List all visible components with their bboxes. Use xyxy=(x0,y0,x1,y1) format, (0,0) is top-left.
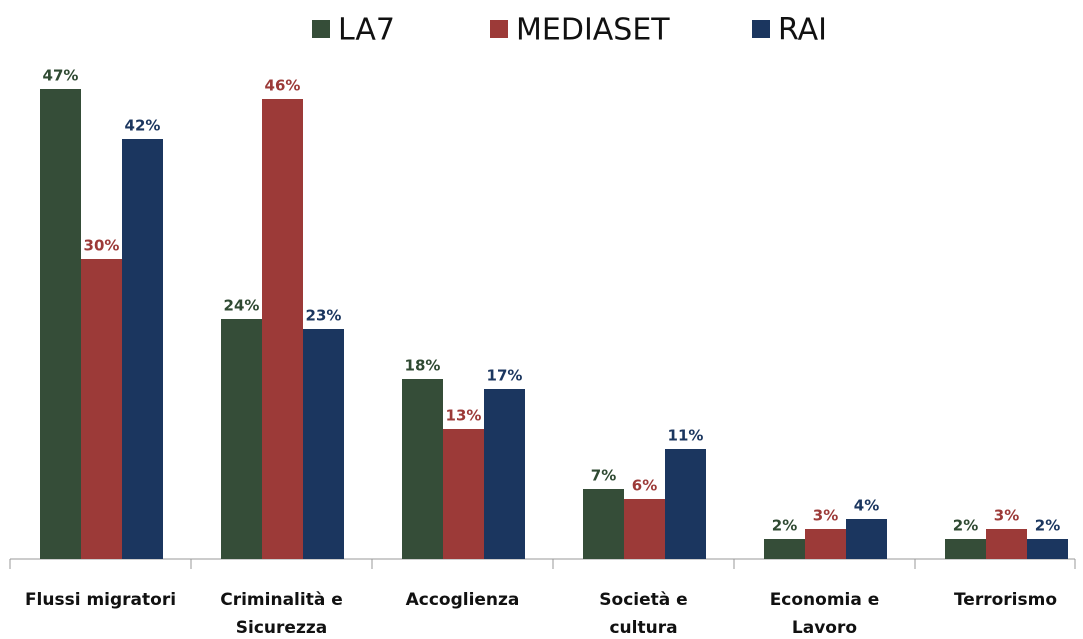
data-label: 24% xyxy=(224,297,260,315)
x-tick-label: Terrorismo xyxy=(953,590,1058,610)
x-tick-label: Società e cultura xyxy=(599,590,688,638)
legend-label: MEDIASET xyxy=(516,13,670,48)
x-tick-label: Accoglienza xyxy=(405,590,520,610)
x-tick-label: Criminalità e Sicurezza xyxy=(220,590,343,638)
x-tick-label: Economia e Lavoro xyxy=(769,590,880,638)
data-label: 30% xyxy=(84,237,120,255)
data-label: 3% xyxy=(994,507,1019,525)
legend-label: LA7 xyxy=(338,13,395,48)
bar xyxy=(805,529,846,559)
bar xyxy=(40,89,81,559)
data-label: 3% xyxy=(813,507,838,525)
bar xyxy=(221,319,262,559)
bar xyxy=(583,489,624,559)
bar xyxy=(624,499,665,559)
bar xyxy=(443,429,484,559)
bar xyxy=(764,539,805,559)
data-label: 4% xyxy=(854,497,879,515)
data-label: 18% xyxy=(405,357,441,375)
legend-swatch xyxy=(490,20,508,38)
data-label: 2% xyxy=(1035,517,1060,535)
legend-swatch xyxy=(312,20,330,38)
bar xyxy=(402,379,443,559)
data-label: 2% xyxy=(772,517,797,535)
bar xyxy=(945,539,986,559)
bar xyxy=(846,519,887,559)
legend-label: RAI xyxy=(778,13,827,48)
data-label: 13% xyxy=(446,407,482,425)
data-label: 6% xyxy=(632,477,657,495)
bar xyxy=(986,529,1027,559)
legend-swatch xyxy=(752,20,770,38)
data-label: 11% xyxy=(668,427,704,445)
data-label: 42% xyxy=(125,117,161,135)
bar xyxy=(262,99,303,559)
bar xyxy=(484,389,525,559)
data-label: 23% xyxy=(306,307,342,325)
data-label: 7% xyxy=(591,467,616,485)
bar xyxy=(303,329,344,559)
data-label: 17% xyxy=(487,367,523,385)
bar xyxy=(665,449,706,559)
data-label: 46% xyxy=(265,77,301,95)
data-label: 47% xyxy=(43,67,79,85)
data-label: 2% xyxy=(953,517,978,535)
x-tick-label: Flussi migratori xyxy=(24,590,177,610)
bar xyxy=(1027,539,1068,559)
bar xyxy=(81,259,122,559)
bar xyxy=(122,139,163,559)
